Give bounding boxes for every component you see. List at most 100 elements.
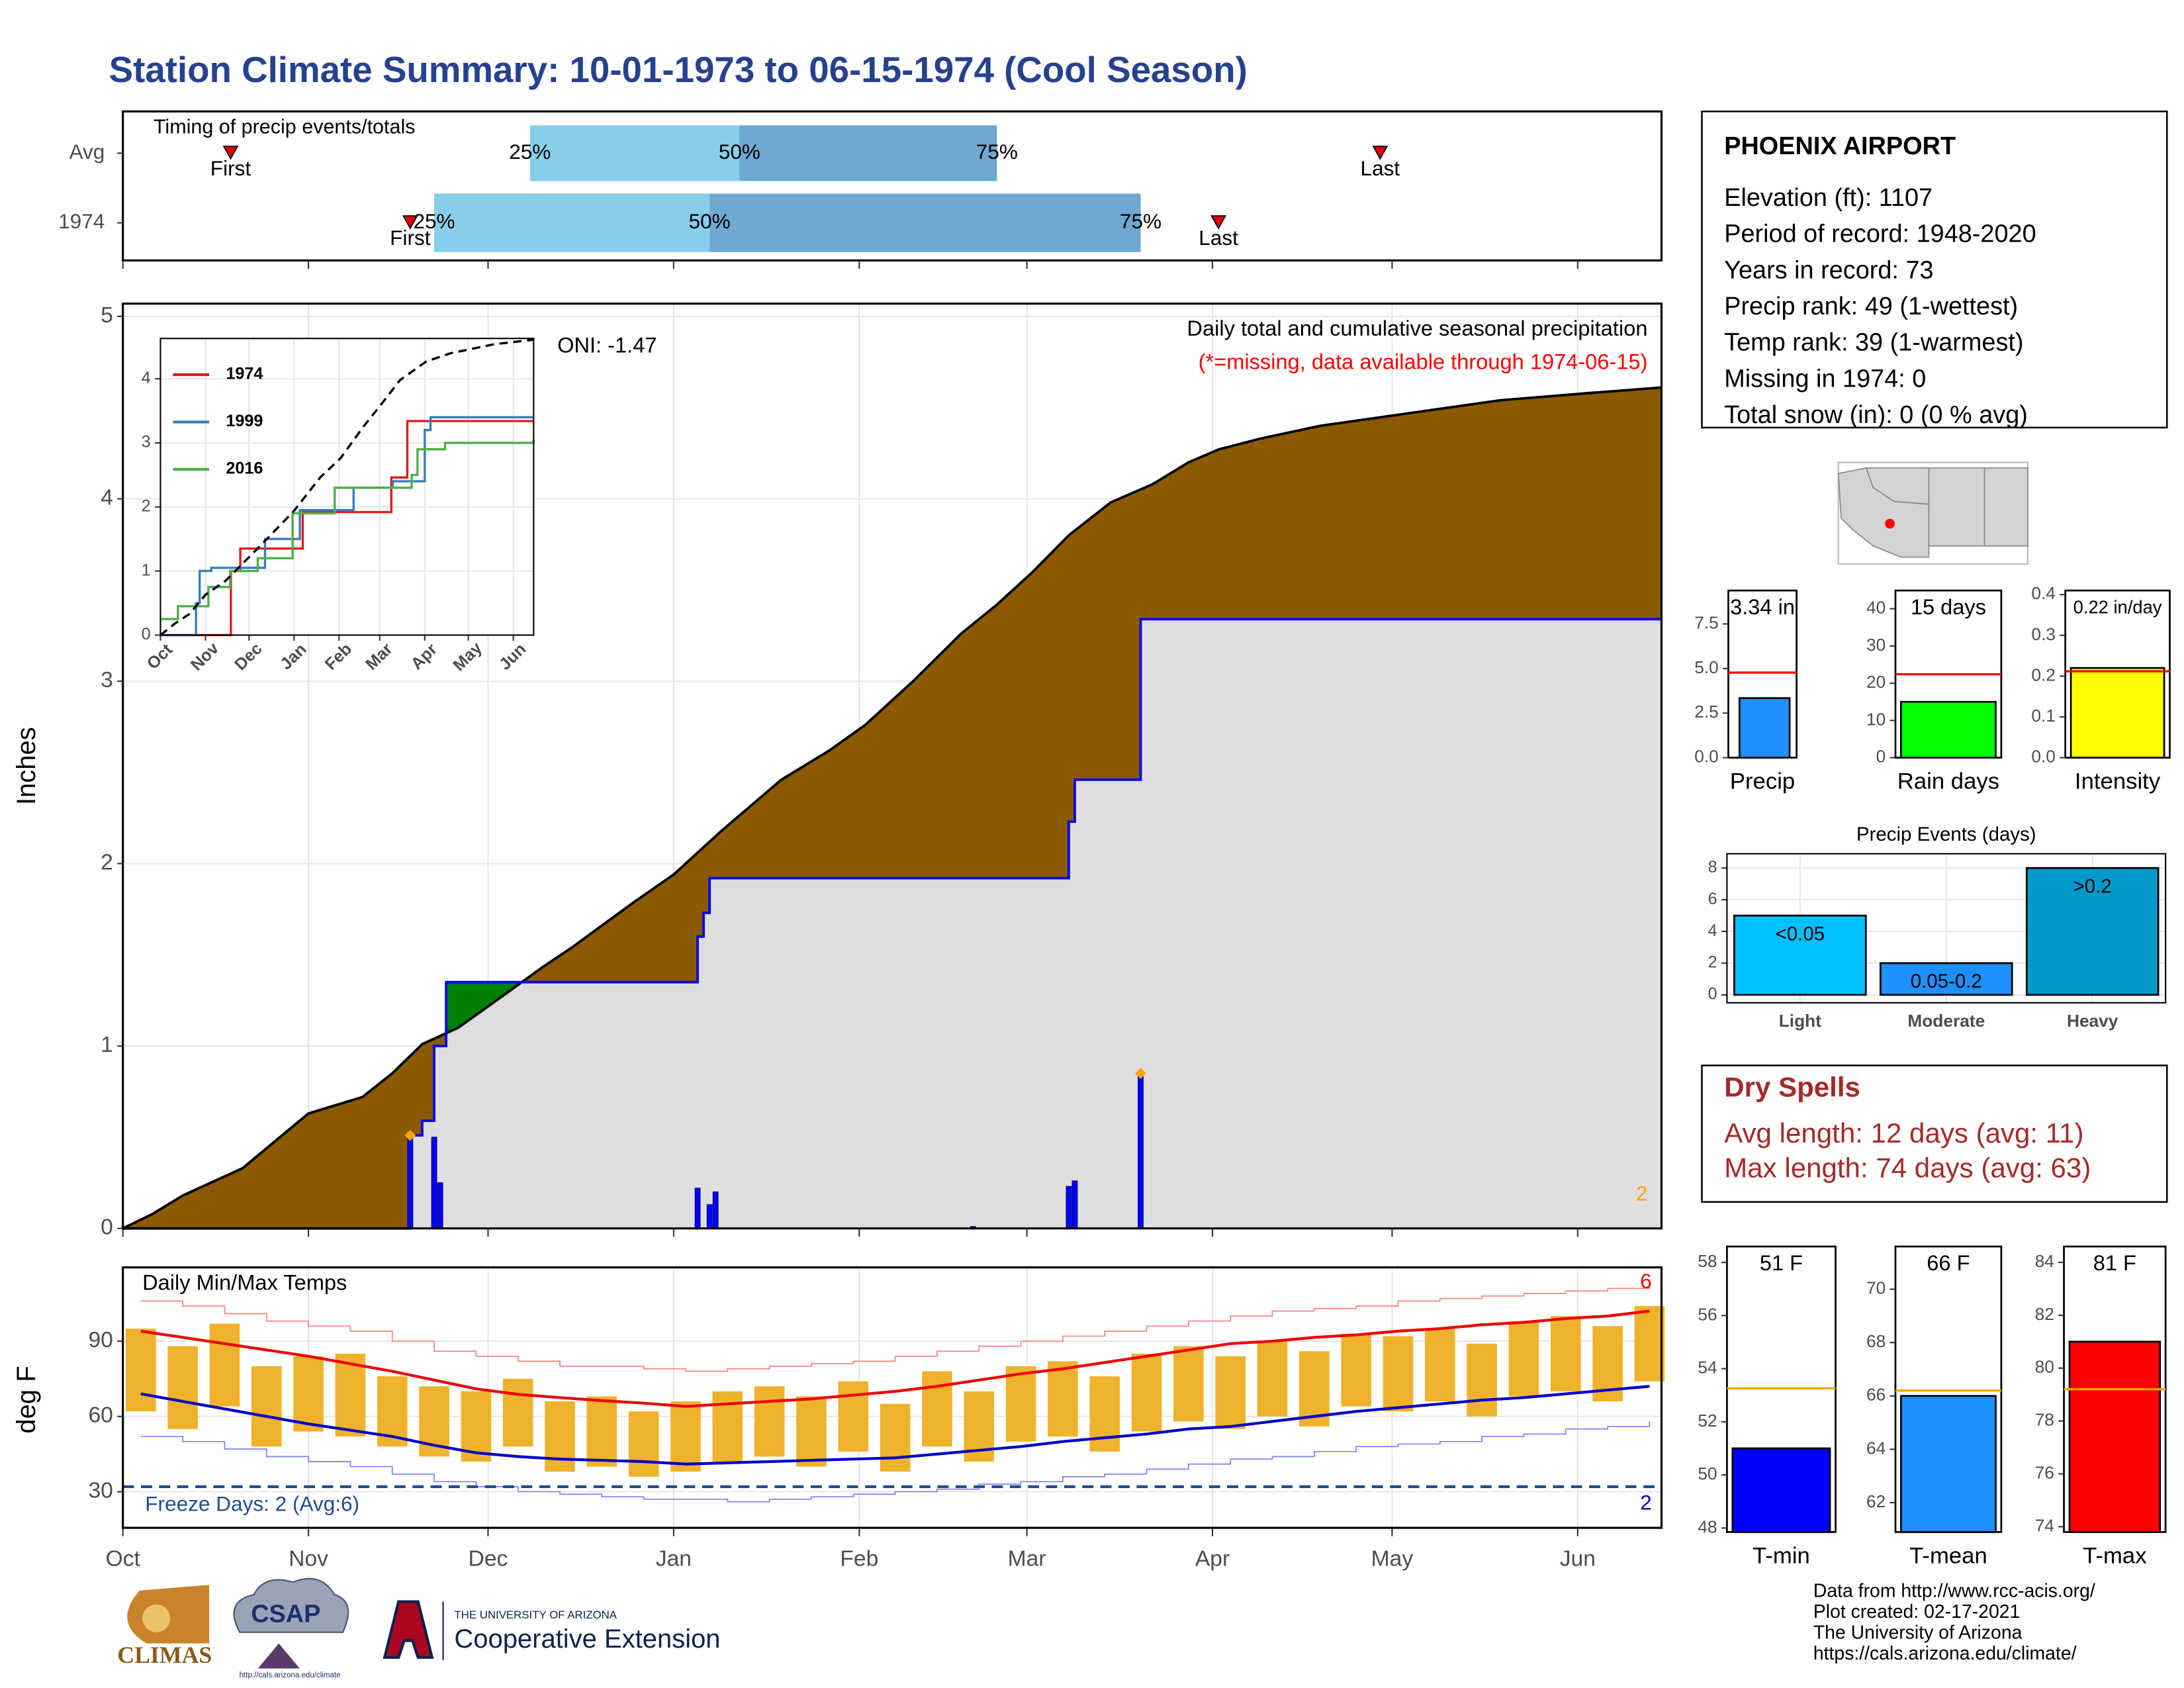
csap-mountain <box>257 1643 300 1669</box>
season-line <box>160 416 534 637</box>
y-tick-label: 82 <box>2035 1304 2054 1324</box>
x-tick-label: Intensity <box>2075 769 2161 794</box>
bar-label: >0.2 <box>2073 876 2112 898</box>
x-tick-label: Jan <box>656 1546 692 1571</box>
x-tick-label: Mar <box>1008 1546 1046 1571</box>
x-tick-label: Nov <box>289 1546 328 1571</box>
y-tick-label: 54 <box>1698 1358 1717 1378</box>
x-tick-label: Jun <box>1560 1546 1596 1571</box>
bar <box>1900 700 1997 759</box>
bar <box>1900 1395 1997 1533</box>
quartile-label: 25% <box>509 140 551 164</box>
value-label: 81 F <box>2093 1250 2136 1275</box>
season-line <box>122 618 1662 1230</box>
y-tick-label: 60 <box>88 1403 113 1428</box>
temp-bar <box>838 1381 869 1452</box>
panel-subtitle: (*=missing, data available through 1974-… <box>1199 350 1648 374</box>
y-tick-label: 58 <box>1698 1251 1717 1271</box>
y-tick-label: 48 <box>1698 1517 1717 1536</box>
y-tick-label: 20 <box>1866 672 1886 692</box>
university-name: THE UNIVERSITY OF ARIZONA <box>454 1609 617 1621</box>
temp-bar <box>251 1366 282 1447</box>
page-title: Station Climate Summary: 10-01-1973 to 0… <box>109 49 1248 90</box>
credit-line: Plot created: 02-17-2021 <box>1813 1601 2021 1622</box>
x-tick-label: Rain days <box>1897 769 1999 794</box>
temp-bar <box>335 1353 366 1437</box>
y-tick-label: 76 <box>2035 1462 2054 1482</box>
bar <box>2070 667 2165 759</box>
daily-bar <box>407 1135 414 1229</box>
y-tick-label: 0 <box>1876 746 1886 766</box>
x-tick-label: Moderate <box>1907 1011 1985 1031</box>
x-tick-label: T-mean <box>1909 1543 1987 1568</box>
quartile-bar <box>434 193 710 252</box>
panel-title: Timing of precip events/totals <box>154 116 416 138</box>
annotation: Freeze Days: 2 (Avg:6) <box>145 1492 359 1516</box>
value-label: 0.22 in/day <box>2073 597 2162 618</box>
dry-spells-line: Avg length: 12 days (avg: 11) <box>1724 1117 2083 1149</box>
quartile-label: 50% <box>689 209 731 233</box>
dry-spells-box <box>1701 1064 2168 1203</box>
y-tick-label: 4 <box>1708 921 1717 940</box>
y-tick-label: 3 <box>142 433 151 451</box>
station-dot <box>1885 518 1895 529</box>
station-line: Precip rank: 49 (1-wettest) <box>1724 293 2018 320</box>
x-tick-label: T-max <box>2083 1543 2146 1568</box>
station-line: Years in record: 73 <box>1724 256 1933 284</box>
station-line: Missing in 1974: 0 <box>1724 365 1926 393</box>
quartile-label: 25% <box>413 209 455 233</box>
credit-line: Data from http://www.rcc-acis.org/ <box>1813 1580 2095 1601</box>
event-label: Last <box>1199 226 1238 250</box>
quartile-label: 75% <box>976 140 1018 164</box>
temp-bar <box>1425 1329 1455 1402</box>
y-tick-label: 5.0 <box>1694 657 1719 677</box>
station-line: Total snow (in): 0 (0 % avg) <box>1724 401 2028 429</box>
y-tick-label: 2 <box>1708 953 1717 972</box>
y-tick-label: 1 <box>101 1033 113 1057</box>
legend-label: 1999 <box>226 412 263 430</box>
record-low-line <box>140 1421 1651 1503</box>
corner-label: 6 <box>1640 1269 1652 1293</box>
temp-bar <box>167 1346 198 1429</box>
y-tick-label: 2.5 <box>1694 702 1719 722</box>
event-marker <box>1210 215 1227 230</box>
average-line <box>122 386 1662 1230</box>
y-tick-label: 0.0 <box>2031 746 2056 766</box>
bar <box>1880 962 2013 996</box>
event-marker <box>1372 146 1388 160</box>
y-tick-label: 50 <box>1698 1464 1717 1483</box>
y-tick-label: 90 <box>88 1328 113 1352</box>
temp-bar <box>1173 1346 1204 1422</box>
temp-bar <box>628 1411 659 1477</box>
value-label: 51 F <box>1760 1250 1803 1275</box>
dry-spells-title: Dry Spells <box>1724 1071 1860 1102</box>
normal-min-line <box>140 1385 1650 1466</box>
temp-bar <box>922 1371 952 1447</box>
y-tick-label: 56 <box>1698 1304 1717 1324</box>
y-tick-label: 84 <box>2035 1251 2054 1271</box>
value-label: 3.34 in <box>1730 594 1795 619</box>
y-tick-label: 80 <box>2035 1357 2054 1377</box>
y-tick-label: 1974 <box>58 209 105 233</box>
y-axis-label: deg F <box>12 1366 41 1433</box>
y-tick-label: 70 <box>1866 1278 1886 1297</box>
y-tick-label: 1 <box>142 561 151 579</box>
y-tick-label: 3 <box>101 668 113 692</box>
temp-bar <box>586 1396 617 1467</box>
x-tick-label: Apr <box>1195 1546 1230 1571</box>
y-tick-label: 7.5 <box>1694 613 1719 633</box>
y-tick-label: 66 <box>1866 1385 1886 1405</box>
y-tick-label: 30 <box>1866 635 1886 655</box>
x-tick-label: Precip <box>1730 769 1795 794</box>
temp-bar <box>1215 1356 1246 1429</box>
csap-cloud <box>233 1577 349 1633</box>
temp-bar <box>754 1386 785 1457</box>
value-label: 15 days <box>1911 594 1986 619</box>
daily-bar <box>437 1182 443 1229</box>
y-tick-label: 30 <box>88 1478 113 1503</box>
y-tick-label: 78 <box>2035 1410 2054 1430</box>
y-tick-label: 0 <box>1708 985 1717 1004</box>
daily-bar <box>431 1137 437 1229</box>
panel-border <box>1726 853 2167 1004</box>
